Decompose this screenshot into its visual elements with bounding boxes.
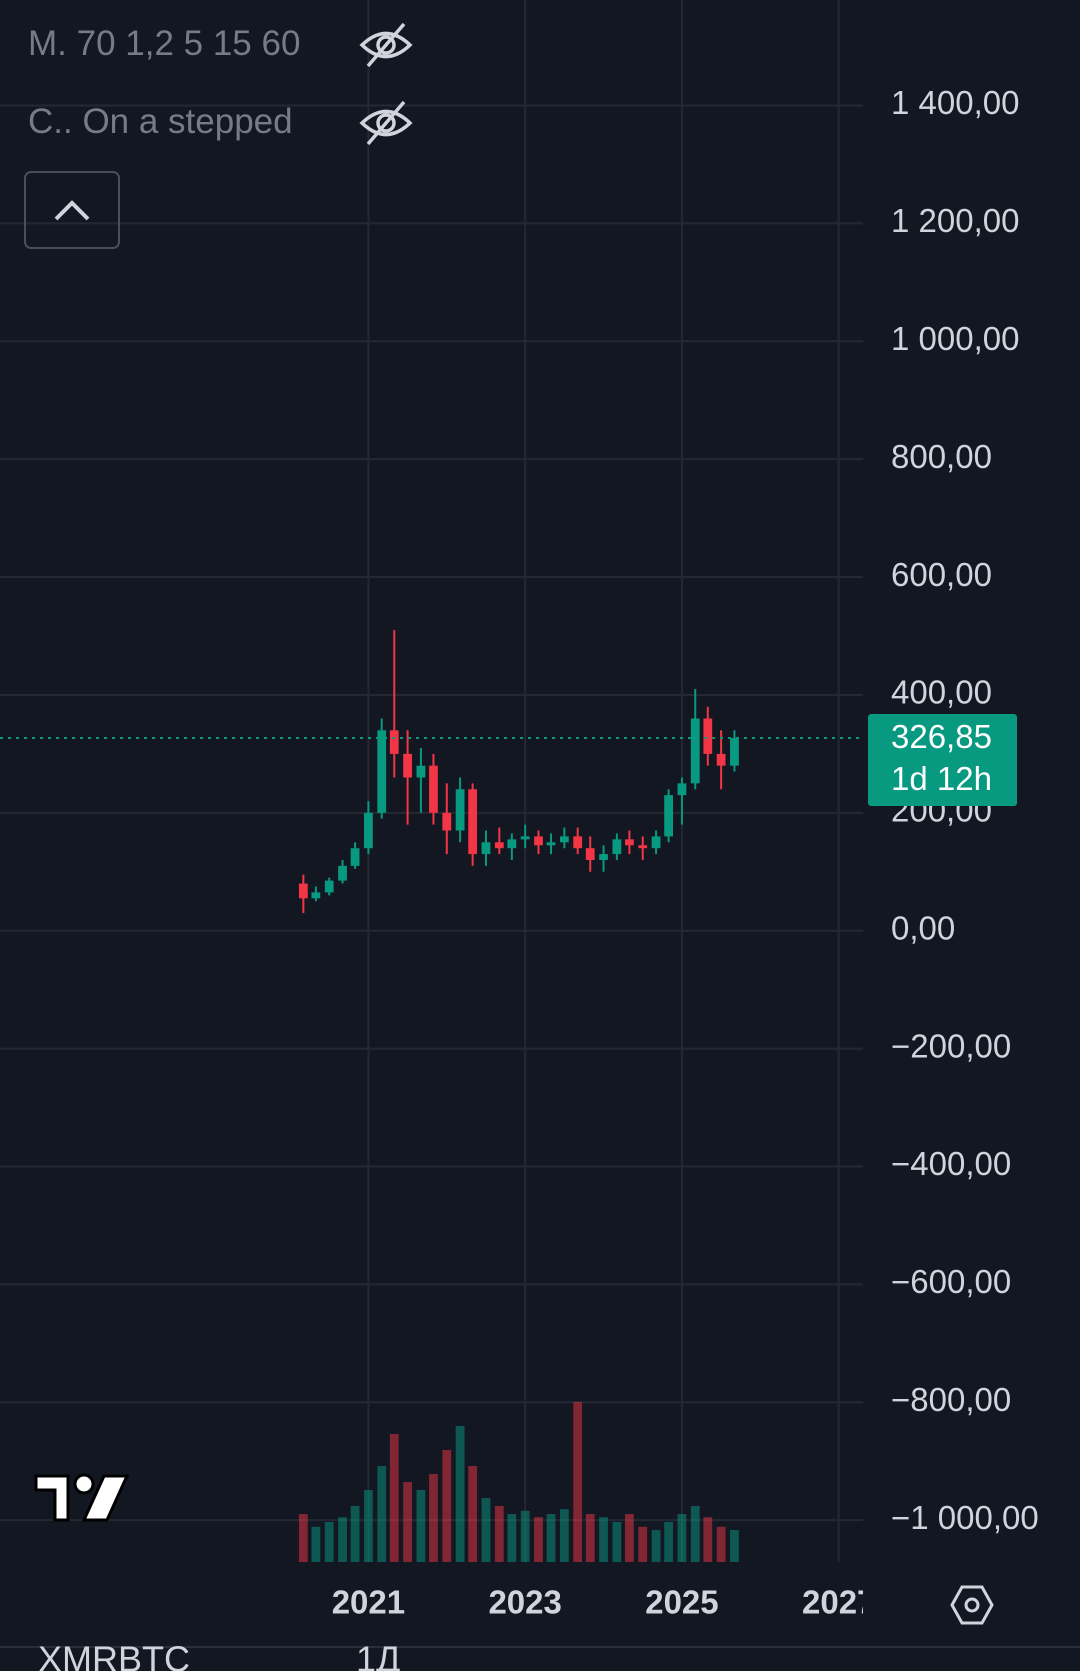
volume-bar xyxy=(350,1506,360,1562)
candle-body xyxy=(377,730,387,813)
candle-body xyxy=(638,845,648,849)
x-tick-label: 2025 xyxy=(645,1584,718,1621)
chevron-icon xyxy=(54,200,90,221)
volume-bar xyxy=(442,1450,452,1562)
candle-body xyxy=(442,812,452,831)
volume-bar xyxy=(416,1490,426,1562)
hide-icon[interactable] xyxy=(359,22,413,68)
volume-bar xyxy=(651,1530,661,1562)
legend-line: M. 70 1,2 5 15 60 xyxy=(28,24,301,63)
volume-bar xyxy=(638,1526,648,1562)
y-tick-label: 400,00 xyxy=(891,674,992,711)
candle-body xyxy=(573,836,583,849)
settings-button[interactable] xyxy=(950,1585,994,1625)
candle-body xyxy=(677,783,687,796)
volume-bar xyxy=(703,1517,713,1562)
candle-body xyxy=(481,842,491,855)
volume-bar xyxy=(612,1522,622,1562)
volume-bar xyxy=(599,1517,608,1562)
candle-body xyxy=(429,765,438,813)
y-tick-label: −1 000,00 xyxy=(891,1499,1039,1536)
symbol: XMRBTC xyxy=(38,1639,190,1671)
candle-body xyxy=(690,718,700,784)
candle-body xyxy=(664,795,673,837)
volume-bar xyxy=(730,1530,739,1562)
y-tick-label: 1 400,00 xyxy=(891,84,1019,121)
candle-body xyxy=(534,836,543,846)
candle-body xyxy=(730,738,739,766)
y-tick-label: 0,00 xyxy=(891,909,955,946)
y-tick-label: 1 000,00 xyxy=(891,320,1019,357)
candle-body xyxy=(546,842,556,846)
volume-bar xyxy=(389,1434,399,1562)
candle-body xyxy=(494,842,504,849)
y-tick-label: 1 200,00 xyxy=(891,202,1019,239)
candle-body xyxy=(625,839,634,846)
candle-body xyxy=(416,765,426,778)
volume-bar xyxy=(455,1426,465,1562)
volume-bar xyxy=(298,1514,308,1562)
candle-body xyxy=(350,848,360,866)
volume-bar xyxy=(690,1506,700,1562)
volume-bar xyxy=(507,1514,517,1562)
volume-bar xyxy=(585,1514,595,1562)
candle-body xyxy=(703,718,713,754)
logo xyxy=(34,1473,130,1522)
volume-bar xyxy=(716,1526,726,1562)
price-badge xyxy=(868,714,1017,807)
candle-body xyxy=(716,753,726,766)
candle-body xyxy=(364,812,373,849)
volume-bar xyxy=(664,1522,673,1562)
volume-bar xyxy=(377,1466,387,1562)
candle-body xyxy=(389,730,399,754)
hide-icon[interactable] xyxy=(359,100,413,146)
y-tick-label: −800,00 xyxy=(891,1381,1011,1418)
candle-body xyxy=(612,839,622,855)
candle-body xyxy=(585,848,595,860)
volume-bar xyxy=(364,1490,373,1562)
candle-body xyxy=(507,839,517,849)
volume-bar xyxy=(625,1514,634,1562)
y-tick-label: −200,00 xyxy=(891,1027,1011,1064)
volume-bar xyxy=(481,1498,491,1562)
candle-body xyxy=(559,836,569,843)
candle-body xyxy=(403,753,412,778)
volume-bar xyxy=(429,1474,438,1562)
collapse-button[interactable] xyxy=(24,171,120,249)
x-tick-label: 2021 xyxy=(332,1584,405,1621)
x-tick-label: 2027 xyxy=(802,1584,875,1621)
volume-bar xyxy=(546,1514,556,1562)
x-tick-label: 2023 xyxy=(488,1584,561,1621)
candle-body xyxy=(455,789,465,831)
candle-body xyxy=(520,836,530,840)
y-tick-label: 600,00 xyxy=(891,556,992,593)
volume-bar xyxy=(403,1482,412,1562)
countdown-label: 1d 12h xyxy=(891,760,992,797)
candle-body xyxy=(311,892,321,899)
candle-body xyxy=(324,880,334,893)
volume-bar xyxy=(534,1517,543,1562)
volume-bar xyxy=(520,1510,530,1562)
volume-bar xyxy=(494,1506,504,1562)
last-price-label: 326,85 xyxy=(891,718,992,755)
y-tick-label: −400,00 xyxy=(891,1145,1011,1182)
candle-body xyxy=(468,789,478,855)
y-tick-label: −600,00 xyxy=(891,1263,1011,1300)
candle-body xyxy=(599,854,608,860)
volume-bar xyxy=(677,1514,687,1562)
volume-bar xyxy=(559,1509,569,1562)
volume-bar xyxy=(573,1402,583,1562)
volume-bar xyxy=(338,1517,347,1562)
volume-bar xyxy=(324,1522,334,1562)
volume-bar xyxy=(311,1526,321,1562)
legend-line: C.. On a stepped xyxy=(28,102,293,141)
candle-body xyxy=(298,883,308,899)
volume-bar xyxy=(468,1466,478,1562)
interval: 1Д xyxy=(356,1639,400,1671)
y-tick-label: 800,00 xyxy=(891,438,992,475)
candle-body xyxy=(651,836,661,849)
candle-body xyxy=(338,865,347,881)
